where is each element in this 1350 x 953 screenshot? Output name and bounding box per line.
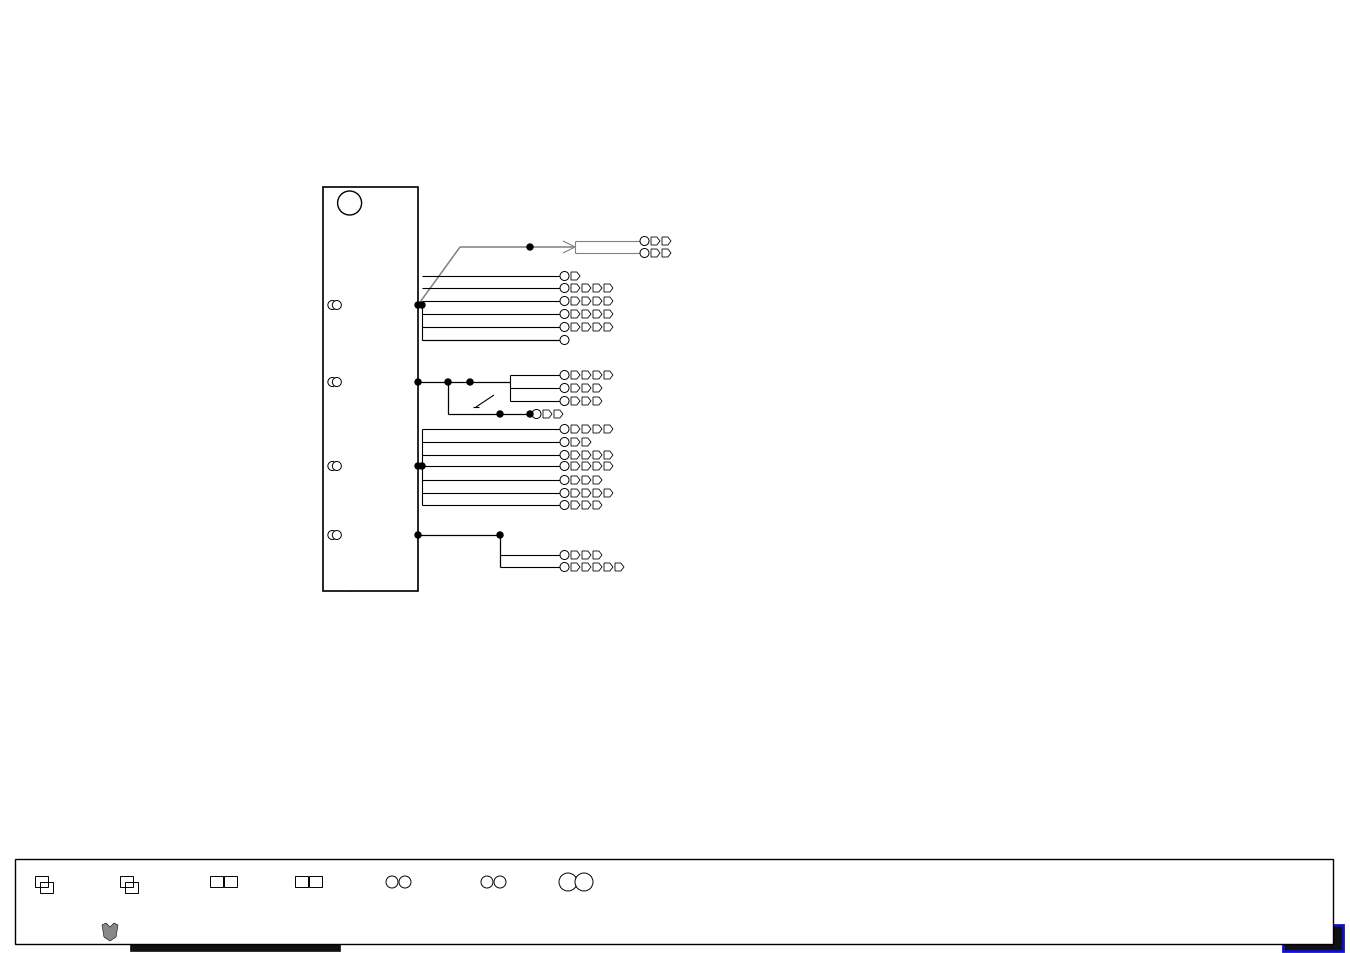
Circle shape bbox=[532, 410, 541, 419]
Circle shape bbox=[494, 876, 506, 888]
Circle shape bbox=[560, 323, 568, 333]
Circle shape bbox=[575, 873, 593, 891]
Circle shape bbox=[560, 284, 568, 294]
Circle shape bbox=[414, 379, 421, 386]
Circle shape bbox=[560, 273, 568, 281]
Bar bbox=[224, 876, 238, 887]
Circle shape bbox=[414, 463, 421, 470]
Circle shape bbox=[467, 379, 472, 386]
Circle shape bbox=[332, 531, 342, 540]
Circle shape bbox=[481, 876, 493, 888]
Circle shape bbox=[328, 531, 338, 540]
Circle shape bbox=[497, 533, 504, 538]
Circle shape bbox=[418, 303, 425, 309]
Circle shape bbox=[560, 425, 568, 434]
Bar bbox=[296, 876, 308, 887]
Bar bbox=[15, 859, 1332, 944]
Bar bbox=[211, 876, 223, 887]
Circle shape bbox=[526, 245, 533, 251]
Polygon shape bbox=[103, 923, 117, 941]
Bar bbox=[126, 882, 138, 893]
Circle shape bbox=[560, 551, 568, 560]
Circle shape bbox=[497, 412, 504, 417]
Circle shape bbox=[560, 336, 568, 345]
Circle shape bbox=[560, 476, 568, 485]
Circle shape bbox=[338, 192, 362, 215]
Circle shape bbox=[560, 297, 568, 306]
Circle shape bbox=[414, 533, 421, 538]
Circle shape bbox=[328, 378, 338, 387]
Circle shape bbox=[560, 489, 568, 498]
Circle shape bbox=[640, 237, 649, 246]
Circle shape bbox=[560, 371, 568, 380]
Circle shape bbox=[328, 301, 338, 310]
Circle shape bbox=[560, 451, 568, 460]
Circle shape bbox=[559, 873, 576, 891]
Circle shape bbox=[560, 310, 568, 319]
Circle shape bbox=[332, 301, 342, 310]
Bar bbox=[323, 188, 418, 592]
Circle shape bbox=[526, 412, 533, 417]
Bar bbox=[35, 876, 49, 887]
Circle shape bbox=[332, 378, 342, 387]
Circle shape bbox=[560, 438, 568, 447]
Circle shape bbox=[328, 462, 338, 471]
Circle shape bbox=[640, 250, 649, 258]
Circle shape bbox=[446, 379, 451, 386]
Circle shape bbox=[560, 384, 568, 393]
Bar bbox=[1282, 925, 1343, 951]
Circle shape bbox=[400, 876, 410, 888]
Circle shape bbox=[560, 462, 568, 471]
Circle shape bbox=[386, 876, 398, 888]
Circle shape bbox=[560, 501, 568, 510]
Bar bbox=[309, 876, 323, 887]
Circle shape bbox=[414, 303, 421, 309]
Bar bbox=[40, 882, 53, 893]
Bar bbox=[130, 925, 340, 951]
Bar bbox=[120, 876, 134, 887]
Circle shape bbox=[560, 563, 568, 572]
Circle shape bbox=[418, 463, 425, 470]
Circle shape bbox=[560, 397, 568, 406]
Circle shape bbox=[332, 462, 342, 471]
